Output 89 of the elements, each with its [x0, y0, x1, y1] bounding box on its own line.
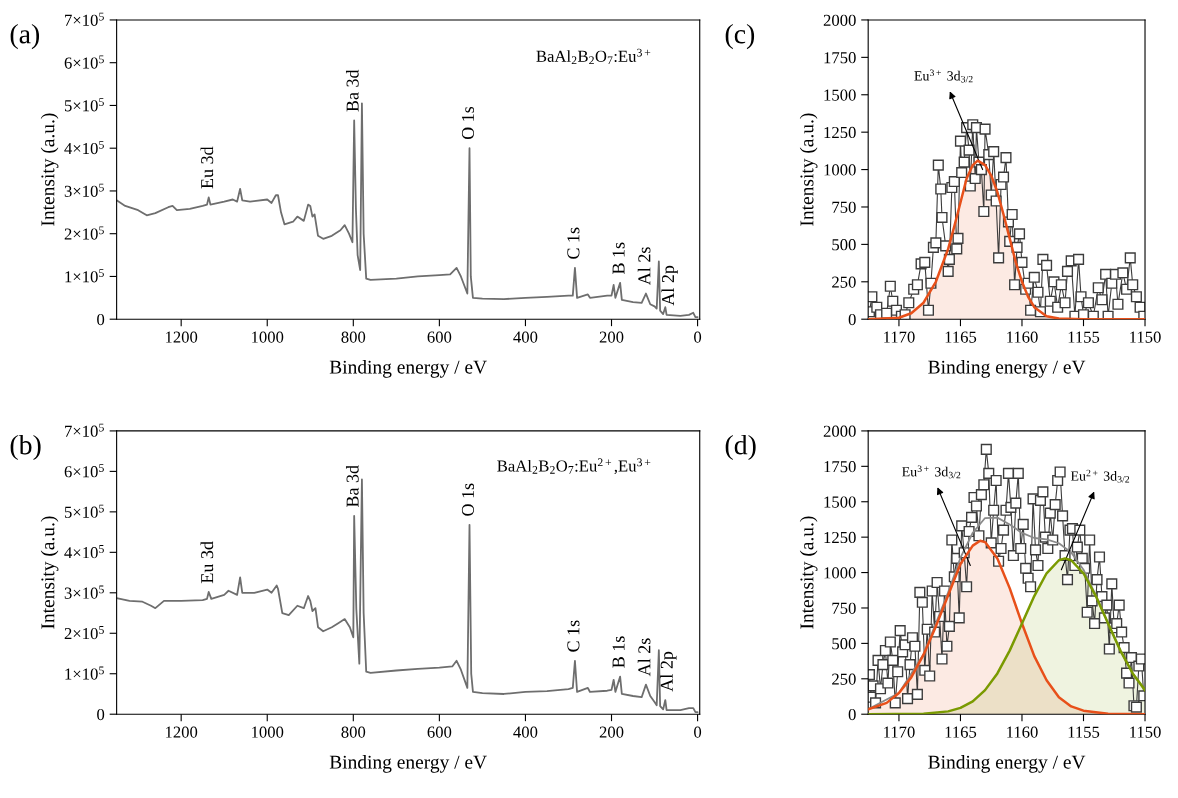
annotation: Eu$^{2+}$ 3d$_{3/2}$ [1070, 469, 1130, 483]
y-tick-label: 2×10$^{5}$ [64, 226, 104, 240]
annotation: Al 2p [660, 651, 677, 692]
text: BaAl$_{2}$B$_{2}$O$_{7}$:Eu$^{2+}$,Eu$^{3+}$ [497, 458, 651, 475]
chart-title: (b) [10, 434, 41, 461]
x-axis-title: Binding energy / eV [329, 360, 487, 378]
y-tick-label: 3×10$^{5}$ [64, 183, 104, 197]
x-tick-label: 1170 [884, 331, 915, 343]
y-axis-title: Intensity (a.u.) [799, 516, 818, 629]
y-tick-label: 4×10$^{5}$ [64, 545, 104, 559]
x-tick-label: 1160 [1007, 726, 1038, 738]
y-tick-label: 2×10$^{5}$ [64, 626, 104, 640]
annotation: Eu$^{3+}$ 3d$_{3/2}$ [902, 465, 961, 479]
y-tick-label: 7×10$^{5}$ [65, 12, 104, 26]
y-axis-title: Intensity (a.u.) [40, 113, 59, 226]
x-tick-label: 400 [513, 726, 538, 738]
y-tick-label: 0 [97, 313, 105, 326]
x-tick-label: 1150 [1130, 726, 1161, 738]
y-tick-label: 1000 [824, 164, 856, 176]
y-tick-label: 1000 [824, 567, 856, 579]
y-tick-label: 1×10$^{5}$ [65, 666, 104, 680]
y-tick-label: 4×10$^{5}$ [64, 140, 104, 155]
annotation: Ba 3d [345, 465, 359, 508]
annotation: Al 2s [637, 247, 651, 286]
y-tick-label: 5×10$^{5}$ [64, 504, 104, 518]
y-tick-label: 1750 [824, 461, 856, 473]
y-tick-label: 1500 [824, 496, 856, 508]
y-tick-label: 3×10$^{5}$ [64, 585, 104, 599]
y-tick-label: 1×10$^{5}$ [65, 269, 104, 283]
annotation: Ba 3d [345, 69, 359, 112]
x-tick-label: 0 [694, 331, 702, 343]
y-tick-label: 1750 [824, 52, 856, 64]
x-tick-label: 400 [513, 331, 538, 343]
y-tick-label: 2000 [823, 425, 856, 437]
x-tick-label: 1170 [884, 726, 915, 738]
annotation: C 1s [567, 620, 580, 652]
annotation: Al 2p [661, 265, 678, 306]
annotation: Al 2s [637, 638, 651, 677]
annotation: B 1s [612, 636, 625, 668]
annotation: BaAl$_{2}$B$_{2}$O$_{7}$:Eu$^{3+}$ [536, 48, 651, 65]
x-tick-label: 1160 [1007, 331, 1038, 343]
x-tick-label: 1000 [252, 726, 284, 738]
x-tick-label: 800 [341, 726, 366, 738]
x-tick-label: 600 [427, 726, 452, 738]
x-tick-label: 1165 [945, 331, 977, 343]
y-tick-label: 2000 [823, 14, 856, 26]
x-tick-label: 200 [599, 726, 624, 738]
y-tick-label: 1250 [824, 126, 856, 139]
chart-title: (a) [10, 23, 40, 50]
annotation: Eu 3d [200, 146, 214, 189]
x-axis-title: Binding energy / eV [928, 755, 1086, 773]
y-tick-label: 750 [832, 602, 856, 614]
x-tick-label: 1000 [252, 331, 284, 343]
x-tick-label: 1155 [1068, 726, 1100, 738]
y-tick-label: 500 [832, 638, 856, 650]
y-tick-label: 0 [848, 313, 856, 326]
x-axis-title: Binding energy / eV [928, 360, 1086, 378]
y-tick-label: 6×10$^{5}$ [64, 55, 104, 69]
y-tick-label: 5×10$^{5}$ [64, 98, 104, 112]
chart-title: (d) [725, 434, 756, 461]
x-tick-label: 600 [427, 331, 452, 343]
annotation: C 1s [567, 227, 580, 259]
x-tick-label: 1150 [1130, 331, 1161, 343]
y-tick-label: 250 [832, 673, 856, 685]
annotation: O 1s [461, 106, 475, 140]
y-tick-label: 750 [832, 201, 856, 213]
y-tick-label: 250 [832, 276, 856, 288]
annotation: B 1s [612, 242, 625, 275]
x-tick-label: 1200 [165, 726, 198, 738]
chart-title: (c) [725, 23, 755, 50]
x-tick-label: 0 [694, 726, 702, 738]
x-tick-label: 800 [341, 331, 366, 343]
y-tick-label: 6×10$^{5}$ [64, 464, 104, 478]
y-tick-label: 7×10$^{5}$ [65, 423, 104, 437]
y-tick-label: 0 [97, 708, 105, 721]
y-tick-label: 1250 [824, 531, 856, 544]
y-axis-title: Intensity (a.u.) [40, 516, 59, 629]
y-tick-label: 1500 [824, 89, 856, 101]
x-tick-label: 1200 [165, 331, 198, 343]
x-tick-label: 1165 [945, 726, 977, 738]
y-tick-label: 500 [832, 239, 856, 251]
y-axis-title: Intensity (a.u.) [799, 113, 818, 226]
annotation: Eu 3d [200, 541, 214, 584]
annotation: O 1s [461, 483, 475, 516]
x-tick-label: 1155 [1068, 331, 1100, 343]
y-tick-label: 0 [848, 708, 856, 721]
x-tick-label: 200 [599, 331, 624, 343]
annotation: Eu$^{3+}$ 3d$_{3/2}$ [914, 69, 973, 83]
x-axis-title: Binding energy / eV [329, 755, 487, 773]
